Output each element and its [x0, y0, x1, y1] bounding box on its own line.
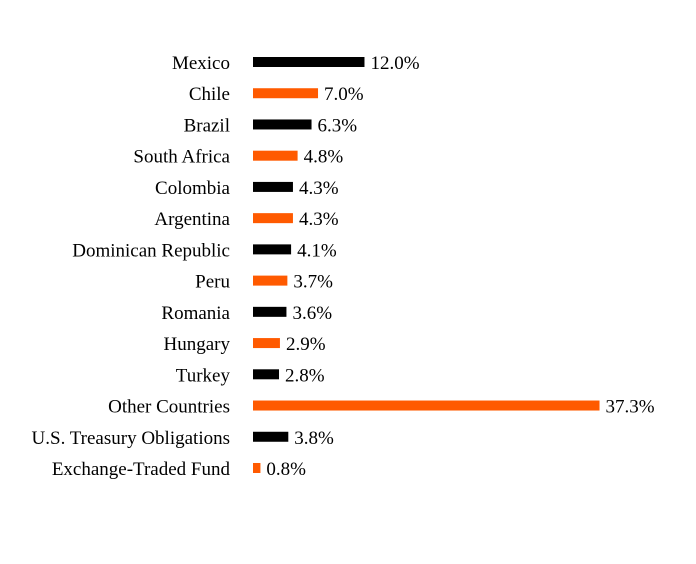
bar-romania [253, 306, 287, 317]
category-label-argentina: Argentina [154, 209, 230, 230]
value-label-hungary: 2.9% [286, 334, 326, 355]
value-label-colombia: 4.3% [299, 178, 339, 199]
bar-mexico [253, 57, 365, 67]
bar-brazil [253, 119, 312, 130]
bar-hungary [253, 338, 280, 349]
bar-colombia [253, 181, 293, 192]
bar-south-africa [253, 150, 298, 161]
value-label-mexico: 12.0% [370, 53, 419, 74]
category-label-exchange-traded-fund: Exchange-Traded Fund [52, 459, 231, 480]
bar-other-countries [253, 400, 600, 411]
category-labels: Mexico Chile Brazil South Africa Colombia Arg… [32, 53, 231, 480]
value-label-chile: 7.0% [324, 84, 364, 105]
category-label-chile: Chile [189, 84, 230, 105]
value-label-turkey: 2.8% [285, 365, 325, 386]
value-label-u-s-treasury-obligations: 3.8% [294, 428, 334, 449]
value-label-exchange-traded-fund: 0.8% [266, 459, 306, 480]
bar-u-s-treasury-obligations [253, 431, 289, 442]
category-label-dominican-republic: Dominican Republic [72, 240, 230, 261]
value-labels: 12.0% 7.0% 6.3% 4.8% 4.3% 4.3% 4.1% 3.7% 3.6% 2.9… [266, 53, 654, 480]
bar-exchange-traded-fund [253, 462, 261, 473]
category-label-peru: Peru [195, 272, 230, 293]
category-label-turkey: Turkey [176, 365, 231, 386]
category-label-colombia: Colombia [155, 178, 231, 199]
value-label-south-africa: 4.8% [304, 147, 344, 168]
value-label-dominican-republic: 4.1% [297, 240, 337, 261]
bars [253, 57, 600, 473]
bar-turkey [253, 369, 280, 380]
category-label-romania: Romania [161, 303, 230, 324]
bar-argentina [253, 213, 293, 224]
bar-dominican-republic [253, 244, 292, 255]
category-label-brazil: Brazil [184, 115, 230, 136]
value-label-peru: 3.7% [293, 272, 333, 293]
category-label-south-africa: South Africa [133, 147, 230, 168]
value-label-other-countries: 37.3% [606, 397, 655, 418]
value-label-romania: 3.6% [292, 303, 332, 324]
category-label-mexico: Mexico [172, 53, 230, 74]
category-label-hungary: Hungary [164, 334, 231, 355]
bar-peru [253, 275, 288, 286]
category-label-u-s-treasury-obligations: U.S. Treasury Obligations [32, 428, 230, 449]
value-label-brazil: 6.3% [318, 115, 358, 136]
bar-chile [253, 88, 319, 99]
category-label-other-countries: Other Countries [108, 397, 230, 418]
value-label-argentina: 4.3% [299, 209, 339, 230]
